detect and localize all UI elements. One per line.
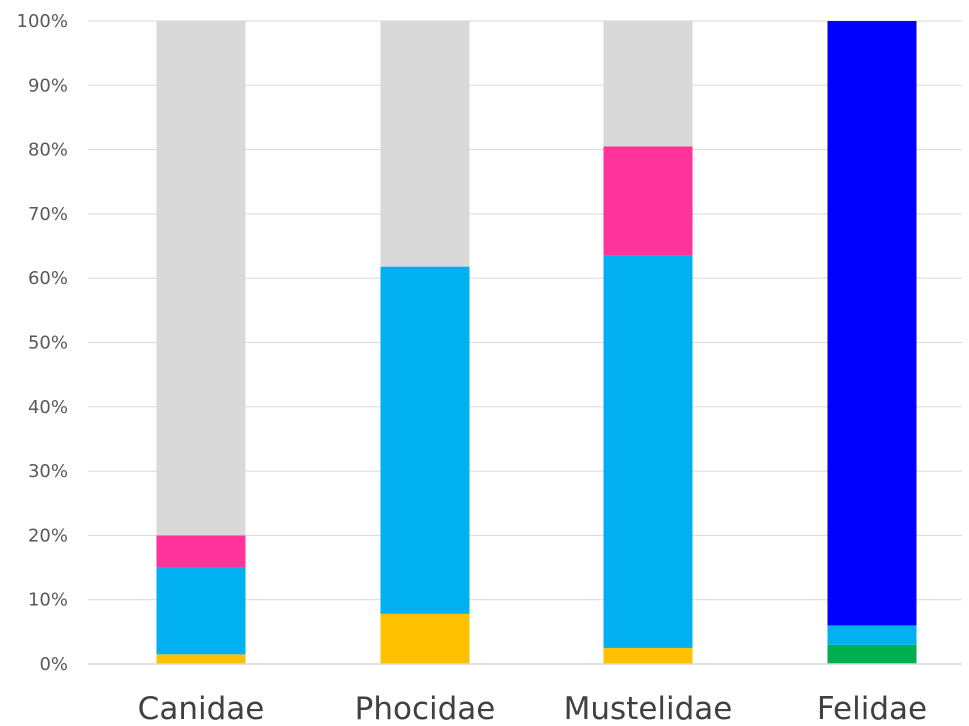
y-tick-label: 80% [28, 140, 68, 161]
bar-segment [156, 567, 246, 655]
x-tick-label: Mustelidae [564, 691, 733, 726]
y-tick-label: 20% [28, 525, 68, 546]
bar-segment [156, 535, 246, 568]
y-axis-ticks: 0% 10% 20% 30% 40% 50% 60% 70% 80% 90% 100% [17, 11, 68, 675]
bar-segment [380, 21, 470, 267]
y-tick-label: 30% [28, 461, 68, 482]
y-tick-label: 40% [28, 397, 68, 418]
bar-segment [827, 21, 917, 626]
bar-segment [827, 625, 917, 645]
bar-segment [380, 613, 470, 664]
x-axis-ticks: Canidae Phocidae Mustelidae Felidae [138, 691, 927, 726]
bar-segment [603, 647, 693, 664]
y-tick-label: 50% [28, 333, 68, 354]
x-tick-label: Felidae [817, 691, 927, 726]
y-tick-label: 0% [39, 654, 68, 675]
bar-segment [603, 255, 693, 648]
x-tick-label: Canidae [138, 691, 265, 726]
y-tick-label: 10% [28, 590, 68, 611]
bar-segment [603, 146, 693, 256]
bar-segment [156, 654, 246, 664]
bars [156, 21, 917, 664]
bar-segment [603, 21, 693, 147]
y-tick-label: 90% [28, 75, 68, 96]
bar-segment [380, 266, 470, 614]
bar-segment [827, 644, 917, 664]
y-tick-label: 60% [28, 268, 68, 289]
bar-segment [156, 21, 246, 536]
y-tick-label: 70% [28, 204, 68, 225]
y-tick-label: 100% [17, 11, 68, 32]
x-tick-label: Phocidae [355, 691, 496, 726]
